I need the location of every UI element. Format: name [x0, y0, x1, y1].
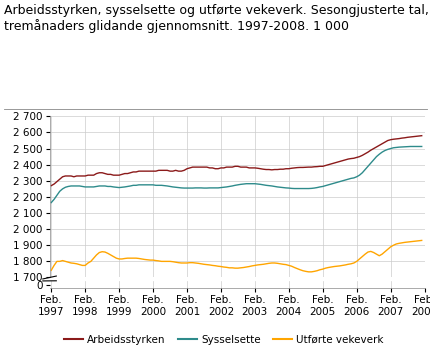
Legend: Arbeidsstyrken, Sysselsette, Utførte vekeverk: Arbeidsstyrken, Sysselsette, Utførte vek… [60, 331, 387, 349]
Text: Arbeidsstyrken, sysselsette og utførte vekeverk. Sesongjusterte tal,
tremånaders: Arbeidsstyrken, sysselsette og utførte v… [4, 4, 428, 33]
